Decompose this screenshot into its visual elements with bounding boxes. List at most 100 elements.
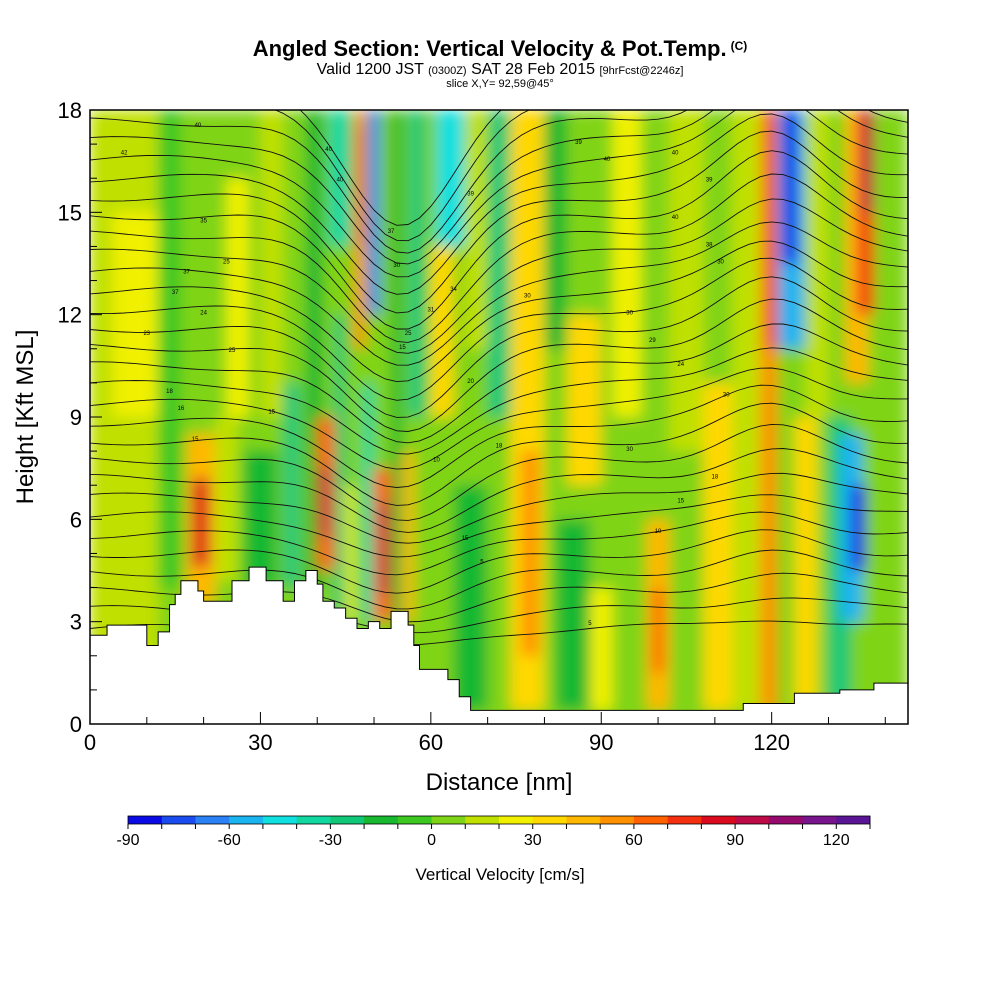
theta-contour xyxy=(90,173,908,343)
colorbar-tick-label: 120 xyxy=(823,832,850,849)
colorbar-swatch xyxy=(397,816,433,824)
velocity-cell xyxy=(214,417,238,581)
velocity-cell xyxy=(589,587,613,711)
contour-label: 15 xyxy=(462,536,469,542)
chart-subtitle: Valid 1200 JST (0300Z) SAT 28 Feb 2015 [… xyxy=(0,61,1000,79)
theta-contour xyxy=(90,257,908,401)
velocity-cell xyxy=(862,110,874,213)
theta-contour xyxy=(90,347,908,455)
contour-label: 15 xyxy=(399,345,406,351)
y-tick-label: 3 xyxy=(70,610,82,635)
theta-contour xyxy=(90,113,908,295)
colorbar-swatch xyxy=(161,816,196,824)
velocity-cell xyxy=(873,110,908,684)
contour-label: 16 xyxy=(178,406,185,412)
velocity-cell xyxy=(612,110,642,417)
valid-prefix: Valid 1200 JST xyxy=(316,61,424,78)
contour-label: 40 xyxy=(337,178,344,184)
velocity-cell xyxy=(805,110,829,417)
theta-contour xyxy=(90,448,908,533)
theta-contour xyxy=(90,367,908,470)
y-tick-label: 18 xyxy=(58,98,82,123)
theta-contour xyxy=(90,384,908,488)
velocity-cell xyxy=(464,110,488,349)
velocity-cell xyxy=(334,314,346,622)
theta-contour xyxy=(90,323,908,444)
contour-label: 37 xyxy=(183,270,190,276)
theta-contour xyxy=(90,572,908,623)
contour-label: 24 xyxy=(200,311,207,317)
colorbar-swatch xyxy=(836,816,871,824)
colorbar-swatch xyxy=(768,816,804,824)
velocity-cell xyxy=(260,110,284,417)
chart-title: Angled Section: Vertical Velocity & Pot.… xyxy=(0,36,1000,62)
colorbar-swatch xyxy=(195,816,230,824)
colorbar: -90 -60 -30 0 30 60 90 120 xyxy=(116,815,871,849)
velocity-cell xyxy=(320,468,329,537)
theta-contour xyxy=(274,110,531,242)
theta-contour xyxy=(90,549,908,610)
valid-date: SAT 28 Feb 2015 xyxy=(471,61,595,78)
contour-label: 10 xyxy=(433,457,440,463)
contour-label: 18 xyxy=(166,389,173,395)
contour-label: 40 xyxy=(672,150,679,156)
velocity-cell xyxy=(391,110,403,622)
velocity-cell xyxy=(669,110,704,452)
x-tick-label: 30 xyxy=(248,730,272,755)
theta-contour xyxy=(90,298,908,432)
contour-label: 25 xyxy=(223,260,230,266)
contour-label: 37 xyxy=(388,229,395,235)
contour-label: 34 xyxy=(450,287,457,293)
y-tick-label: 15 xyxy=(58,200,82,225)
colorbar-swatch xyxy=(262,816,298,824)
chart-title-text: Angled Section: Vertical Velocity & Pot.… xyxy=(252,36,727,61)
colorbar-tick-label: -60 xyxy=(218,832,241,849)
velocity-cell xyxy=(112,212,159,417)
x-tick-label: 0 xyxy=(84,730,96,755)
colorbar-swatch xyxy=(128,816,163,824)
velocity-cell xyxy=(283,382,301,588)
y-tick-label: 6 xyxy=(70,507,82,532)
contour-label: 10 xyxy=(655,529,662,535)
contour-label: 15 xyxy=(677,498,684,504)
contour-label: 20 xyxy=(467,379,474,385)
contour-label: 39 xyxy=(467,191,474,197)
contour-label: 37 xyxy=(172,290,179,296)
contour-label: 31 xyxy=(427,307,434,313)
velocity-cell xyxy=(731,110,761,711)
chart-title-tag: (C) xyxy=(730,39,748,53)
theta-contour xyxy=(90,511,908,576)
velocity-cell xyxy=(851,485,866,571)
contour-label: 40 xyxy=(604,157,611,163)
velocity-cell xyxy=(430,246,454,417)
velocity-cell xyxy=(192,478,210,568)
colorbar-swatch xyxy=(600,816,635,824)
colorbar-tick-label: 0 xyxy=(427,832,436,849)
contour-label: 35 xyxy=(200,219,207,225)
velocity-cell xyxy=(783,110,798,264)
contour-label: 18 xyxy=(496,444,503,450)
contour-label: 40 xyxy=(195,123,202,129)
contour-label: 39 xyxy=(706,178,713,184)
terrain-mask xyxy=(90,566,908,724)
contour-label: 29 xyxy=(649,338,656,344)
x-tick-label: 90 xyxy=(589,730,613,755)
theta-contour xyxy=(90,276,908,418)
colorbar-swatch xyxy=(465,816,500,824)
velocity-cell xyxy=(408,110,426,417)
velocity-cell xyxy=(567,314,602,486)
colorbar-tick-label: -30 xyxy=(319,832,342,849)
theta-contour xyxy=(90,423,908,521)
contour-label: 5 xyxy=(588,621,592,627)
theta-contour xyxy=(90,110,908,254)
colorbar-swatch xyxy=(532,816,567,824)
velocity-cell xyxy=(794,417,818,711)
velocity-cell xyxy=(362,382,375,622)
contour-label: 5 xyxy=(480,560,484,566)
colorbar-swatch xyxy=(633,816,669,824)
contour-label: 40 xyxy=(672,215,679,221)
velocity-cell xyxy=(544,110,568,349)
colorbar-swatch xyxy=(229,816,264,824)
contour-label: 38 xyxy=(706,242,713,248)
